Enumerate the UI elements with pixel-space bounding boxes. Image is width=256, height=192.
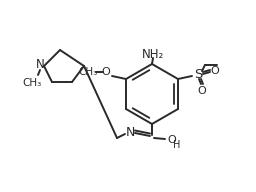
Text: O: O	[198, 86, 206, 96]
Text: O: O	[211, 66, 219, 76]
Text: N: N	[36, 59, 44, 71]
Text: N: N	[125, 126, 135, 138]
Text: O: O	[168, 135, 176, 145]
Text: NH₂: NH₂	[142, 47, 164, 60]
Text: CH₃: CH₃	[22, 78, 42, 88]
Text: O: O	[102, 67, 110, 77]
Text: S: S	[194, 69, 202, 81]
Text: CH₃: CH₃	[78, 67, 98, 77]
Text: H: H	[173, 140, 181, 150]
